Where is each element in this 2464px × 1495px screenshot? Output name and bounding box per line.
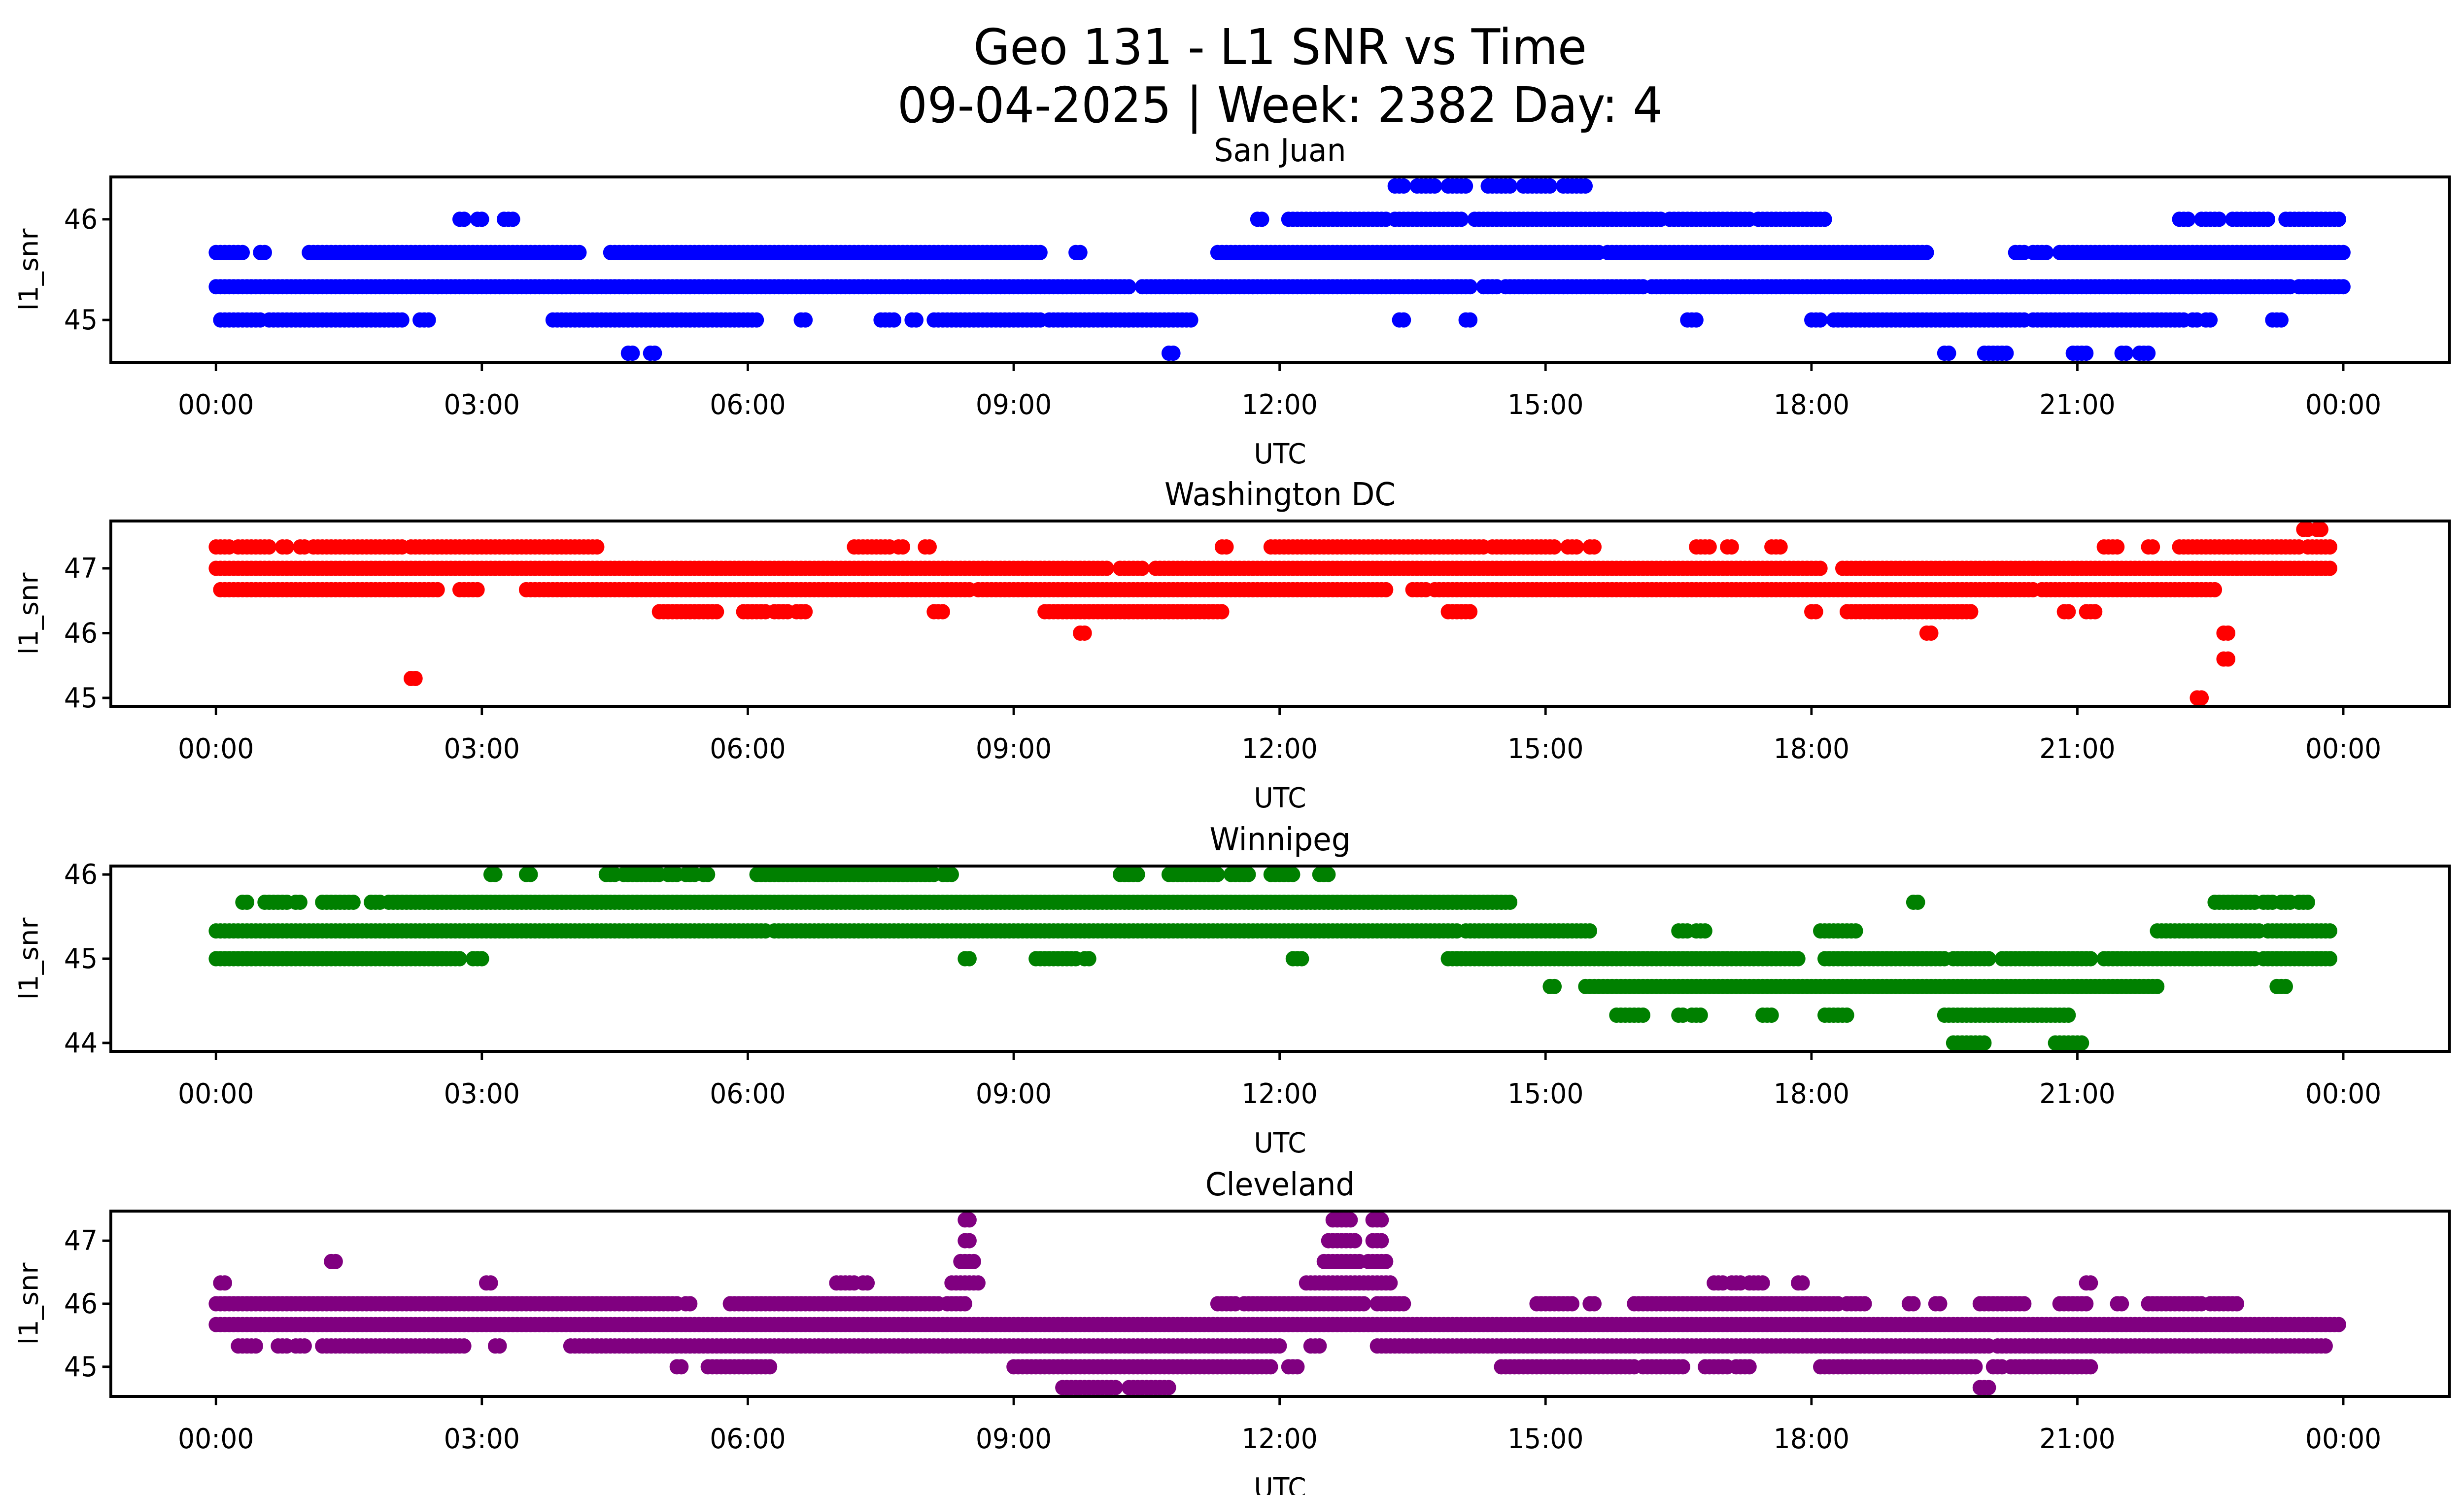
y-tick-label: 46 — [64, 203, 98, 235]
scatter-series — [208, 867, 2337, 1051]
x-tick-label: 18:00 — [1774, 388, 1849, 420]
x-tick-label: 03:00 — [444, 1078, 520, 1110]
y-tick-label: 45 — [64, 1351, 98, 1383]
scatter-series — [208, 178, 2351, 361]
x-tick-label: 00:00 — [178, 732, 254, 765]
subplot-title: Winnipeg — [1209, 821, 1350, 858]
x-tick-label: 09:00 — [976, 1423, 1052, 1455]
y-axis-label: l1_snr — [13, 917, 44, 1000]
x-tick-label: 00:00 — [2305, 1423, 2381, 1455]
y-axis-label: l1_snr — [13, 572, 44, 655]
x-tick-label: 06:00 — [710, 388, 786, 420]
scatter-series — [208, 522, 2337, 706]
y-tick-label: 44 — [64, 1027, 98, 1059]
x-tick-label: 18:00 — [1774, 1423, 1849, 1455]
x-tick-label: 00:00 — [178, 388, 254, 420]
x-axis-label: UTC — [1254, 1127, 1306, 1159]
x-tick-label: 21:00 — [2039, 1078, 2115, 1110]
y-tick-label: 45 — [64, 304, 98, 336]
x-tick-label: 21:00 — [2039, 732, 2115, 765]
y-axis-label: l1_snr — [13, 228, 44, 311]
subplot-winnipeg: Winnipeg 00:00 03:00 06:00 09:00 12:00 15:00 18… — [13, 821, 2451, 1159]
y-tick-label: 47 — [64, 1224, 98, 1256]
subplot-title: Washington DC — [1164, 476, 1396, 513]
x-tick-label: 12:00 — [1241, 388, 1317, 420]
x-tick-label: 06:00 — [710, 1423, 786, 1455]
figure-title-line2: 09-04-2025 | Week: 2382 Day: 4 — [897, 77, 1663, 134]
x-tick-label: 15:00 — [1507, 1078, 1583, 1110]
x-tick-label: 00:00 — [178, 1423, 254, 1455]
subplot-title: San Juan — [1214, 132, 1346, 169]
x-axis-label: UTC — [1254, 438, 1306, 470]
x-tick-label: 06:00 — [710, 732, 786, 765]
figure-title-line1: Geo 131 - L1 SNR vs Time — [973, 19, 1587, 76]
x-tick-label: 12:00 — [1241, 1423, 1317, 1455]
x-tick-label: 15:00 — [1507, 1423, 1583, 1455]
x-tick-label: 03:00 — [444, 388, 520, 420]
x-tick-label: 12:00 — [1241, 732, 1317, 765]
plot-frame — [109, 175, 2451, 364]
x-tick-label: 00:00 — [2305, 1078, 2381, 1110]
y-tick-label: 46 — [64, 858, 98, 890]
y-tick-label: 47 — [64, 552, 98, 584]
subplot-washington-dc: Washington DC 00:00 03:00 06:00 09:00 12:00 15… — [13, 476, 2451, 814]
subplots-container: San Juan 00:00 03:00 06:00 09:00 12:00 15:00 18… — [13, 132, 2451, 1495]
x-tick-label: 15:00 — [1507, 388, 1583, 420]
x-tick-label: 21:00 — [2039, 1423, 2115, 1455]
y-tick-label: 46 — [64, 617, 98, 649]
x-tick-label: 09:00 — [976, 1078, 1052, 1110]
subplot-san-juan: San Juan 00:00 03:00 06:00 09:00 12:00 15:00 18… — [13, 132, 2451, 470]
x-tick-label: 00:00 — [178, 1078, 254, 1110]
x-tick-label: 18:00 — [1774, 732, 1849, 765]
x-tick-label: 18:00 — [1774, 1078, 1849, 1110]
x-tick-label: 15:00 — [1507, 732, 1583, 765]
x-tick-label: 09:00 — [976, 388, 1052, 420]
x-axis-label: UTC — [1254, 782, 1306, 814]
y-tick-label: 45 — [64, 942, 98, 974]
x-tick-label: 09:00 — [976, 732, 1052, 765]
subplot-cleveland: Cleveland 00:00 03:00 06:00 09:00 12:00 15:00 1… — [13, 1166, 2451, 1495]
x-tick-label: 03:00 — [444, 1423, 520, 1455]
x-tick-label: 21:00 — [2039, 388, 2115, 420]
x-tick-label: 00:00 — [2305, 388, 2381, 420]
y-axis-label: l1_snr — [13, 1262, 44, 1345]
x-tick-label: 03:00 — [444, 732, 520, 765]
x-tick-label: 12:00 — [1241, 1078, 1317, 1110]
y-tick-label: 45 — [64, 682, 98, 714]
subplot-title: Cleveland — [1205, 1166, 1355, 1203]
y-tick-label: 46 — [64, 1287, 98, 1320]
scatter-series — [208, 1212, 2346, 1395]
x-tick-label: 00:00 — [2305, 732, 2381, 765]
x-tick-label: 06:00 — [710, 1078, 786, 1110]
x-axis-label: UTC — [1254, 1472, 1306, 1495]
